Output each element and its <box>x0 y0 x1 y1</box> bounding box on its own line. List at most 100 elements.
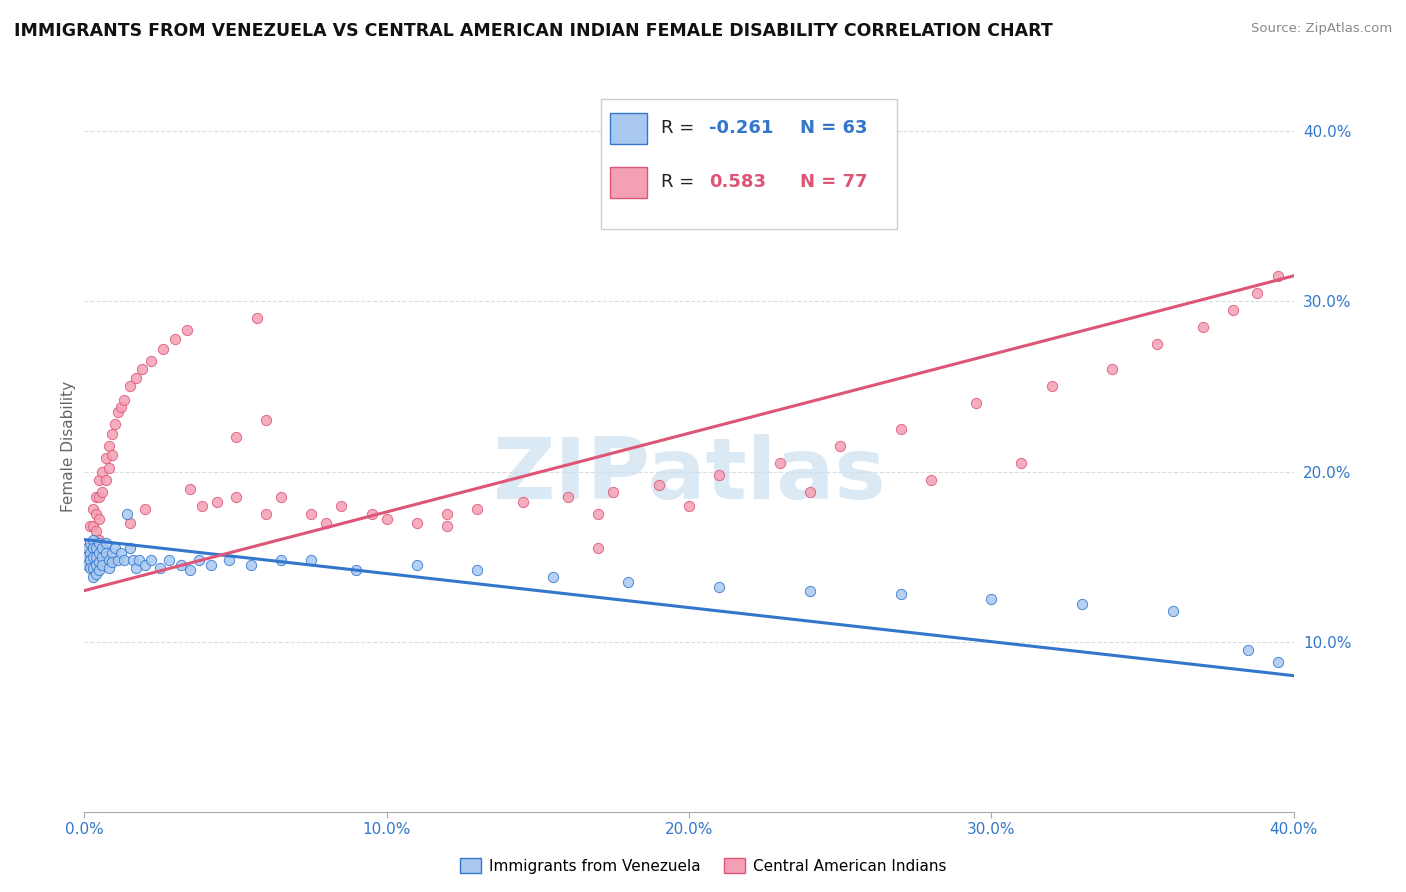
Point <box>118 379 141 393</box>
Point <box>406 516 429 530</box>
Point <box>920 473 942 487</box>
Point <box>76 541 98 555</box>
Point <box>149 561 172 575</box>
Point <box>360 507 382 521</box>
Point <box>76 553 98 567</box>
Point <box>170 558 193 572</box>
Point <box>79 519 101 533</box>
Point <box>86 558 108 572</box>
Point <box>86 541 108 555</box>
Point <box>100 427 122 442</box>
Point <box>467 563 489 577</box>
Point <box>100 555 122 569</box>
Point <box>557 490 579 504</box>
Legend: Immigrants from Venezuela, Central American Indians: Immigrants from Venezuela, Central Ameri… <box>454 852 952 880</box>
Point <box>1237 643 1260 657</box>
Point <box>315 516 337 530</box>
FancyBboxPatch shape <box>610 168 647 198</box>
Text: -0.261: -0.261 <box>710 119 773 136</box>
Point <box>375 512 398 526</box>
Point <box>330 499 353 513</box>
Point <box>82 533 104 547</box>
Point <box>125 561 148 575</box>
Point <box>191 499 214 513</box>
Point <box>86 507 108 521</box>
Point <box>79 546 101 560</box>
Point <box>121 553 143 567</box>
Point <box>648 478 671 492</box>
Point <box>82 536 104 550</box>
Point <box>89 533 111 547</box>
Point <box>830 439 852 453</box>
Point <box>104 541 127 555</box>
Point <box>299 553 322 567</box>
Point <box>86 490 108 504</box>
Point <box>467 502 489 516</box>
Point <box>617 575 640 590</box>
Point <box>1246 285 1268 300</box>
Point <box>709 467 731 482</box>
Point <box>94 536 117 550</box>
Point <box>86 566 108 581</box>
Point <box>89 512 111 526</box>
Text: R =: R = <box>661 119 700 136</box>
Point <box>1146 337 1168 351</box>
Point <box>1011 456 1033 470</box>
Point <box>110 546 132 560</box>
Point <box>94 546 117 560</box>
Point <box>118 516 141 530</box>
Point <box>104 417 127 431</box>
Point <box>79 536 101 550</box>
Point <box>86 549 108 564</box>
Point <box>100 448 122 462</box>
Point <box>118 541 141 555</box>
Point <box>1267 655 1289 669</box>
Point <box>76 558 98 572</box>
Point <box>97 553 120 567</box>
Text: R =: R = <box>661 173 700 191</box>
Point <box>246 311 269 326</box>
Point <box>82 549 104 564</box>
Point <box>254 507 277 521</box>
Point <box>769 456 792 470</box>
Point <box>512 495 534 509</box>
Point <box>76 549 98 564</box>
Point <box>157 553 180 567</box>
Point <box>79 553 101 567</box>
Point <box>218 553 240 567</box>
Point <box>89 473 111 487</box>
Point <box>89 546 111 560</box>
Point <box>91 465 114 479</box>
Point <box>270 490 292 504</box>
Point <box>94 473 117 487</box>
Point <box>176 323 198 337</box>
Point <box>678 499 700 513</box>
Point <box>91 484 114 499</box>
Point <box>1101 362 1123 376</box>
Point <box>436 519 458 533</box>
Point <box>89 490 111 504</box>
Point <box>1192 320 1215 334</box>
Y-axis label: Female Disability: Female Disability <box>60 380 76 512</box>
Point <box>1040 379 1063 393</box>
Text: IMMIGRANTS FROM VENEZUELA VS CENTRAL AMERICAN INDIAN FEMALE DISABILITY CORRELATI: IMMIGRANTS FROM VENEZUELA VS CENTRAL AME… <box>14 22 1053 40</box>
Point <box>82 541 104 555</box>
Point <box>207 495 229 509</box>
Point <box>131 362 153 376</box>
Point <box>91 541 114 555</box>
Point <box>299 507 322 521</box>
Point <box>79 558 101 572</box>
Point <box>965 396 987 410</box>
Point <box>125 371 148 385</box>
Point <box>436 507 458 521</box>
Point <box>107 553 129 567</box>
Text: ZIPatlas: ZIPatlas <box>492 434 886 516</box>
Point <box>602 484 624 499</box>
Point <box>152 342 174 356</box>
Point <box>97 461 120 475</box>
Point <box>188 553 211 567</box>
Point <box>799 484 821 499</box>
Point <box>82 502 104 516</box>
FancyBboxPatch shape <box>600 98 897 229</box>
Point <box>128 553 150 567</box>
